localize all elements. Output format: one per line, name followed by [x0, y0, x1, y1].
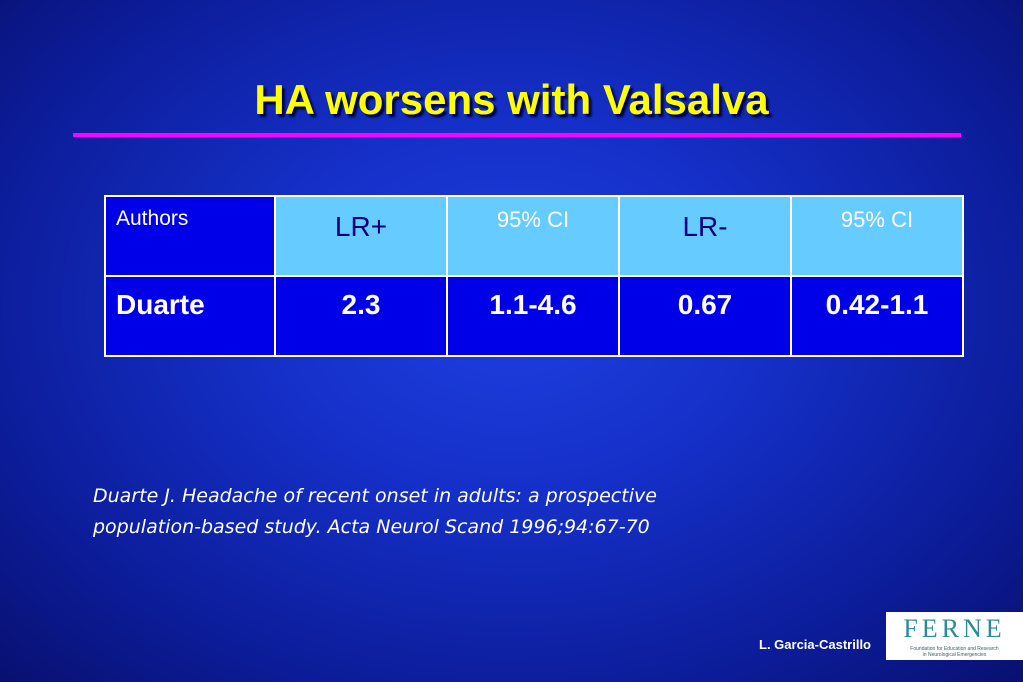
table-cell: 0.42-1.1 — [790, 275, 964, 357]
data-table: Authors LR+ 95% CI LR- 95% CI Duarte 2.3… — [104, 195, 964, 357]
column-header: LR- — [618, 195, 792, 277]
table-cell: 2.3 — [274, 275, 448, 357]
table-cell: 1.1-4.6 — [446, 275, 620, 357]
logo-tagline: Foundation for Education and Research — [910, 646, 999, 652]
author: L. Garcia-Castrillo — [759, 637, 871, 652]
column-header: 95% CI — [790, 195, 964, 277]
column-header: 95% CI — [446, 195, 620, 277]
citation-line: Duarte J. Headache of recent onset in ad… — [93, 485, 657, 507]
title-rule — [73, 133, 961, 137]
logo-name: FERNE — [903, 614, 1006, 643]
citation-line: population-based study. Acta Neurol Scan… — [93, 516, 650, 538]
table-cell: Duarte — [104, 275, 276, 357]
column-header: LR+ — [274, 195, 448, 277]
slide-title: HA worsens with Valsalva — [254, 76, 769, 123]
table-cell: 0.67 — [618, 275, 792, 357]
column-header: Authors — [104, 195, 276, 277]
data-row: Duarte 2.3 1.1-4.6 0.67 0.42-1.1 — [104, 275, 964, 357]
logo: FERNE Foundation for Education and Resea… — [886, 612, 1023, 660]
logo-tagline: in Neurological Emergencies — [922, 652, 987, 658]
header-row: Authors LR+ 95% CI LR- 95% CI — [104, 195, 964, 277]
